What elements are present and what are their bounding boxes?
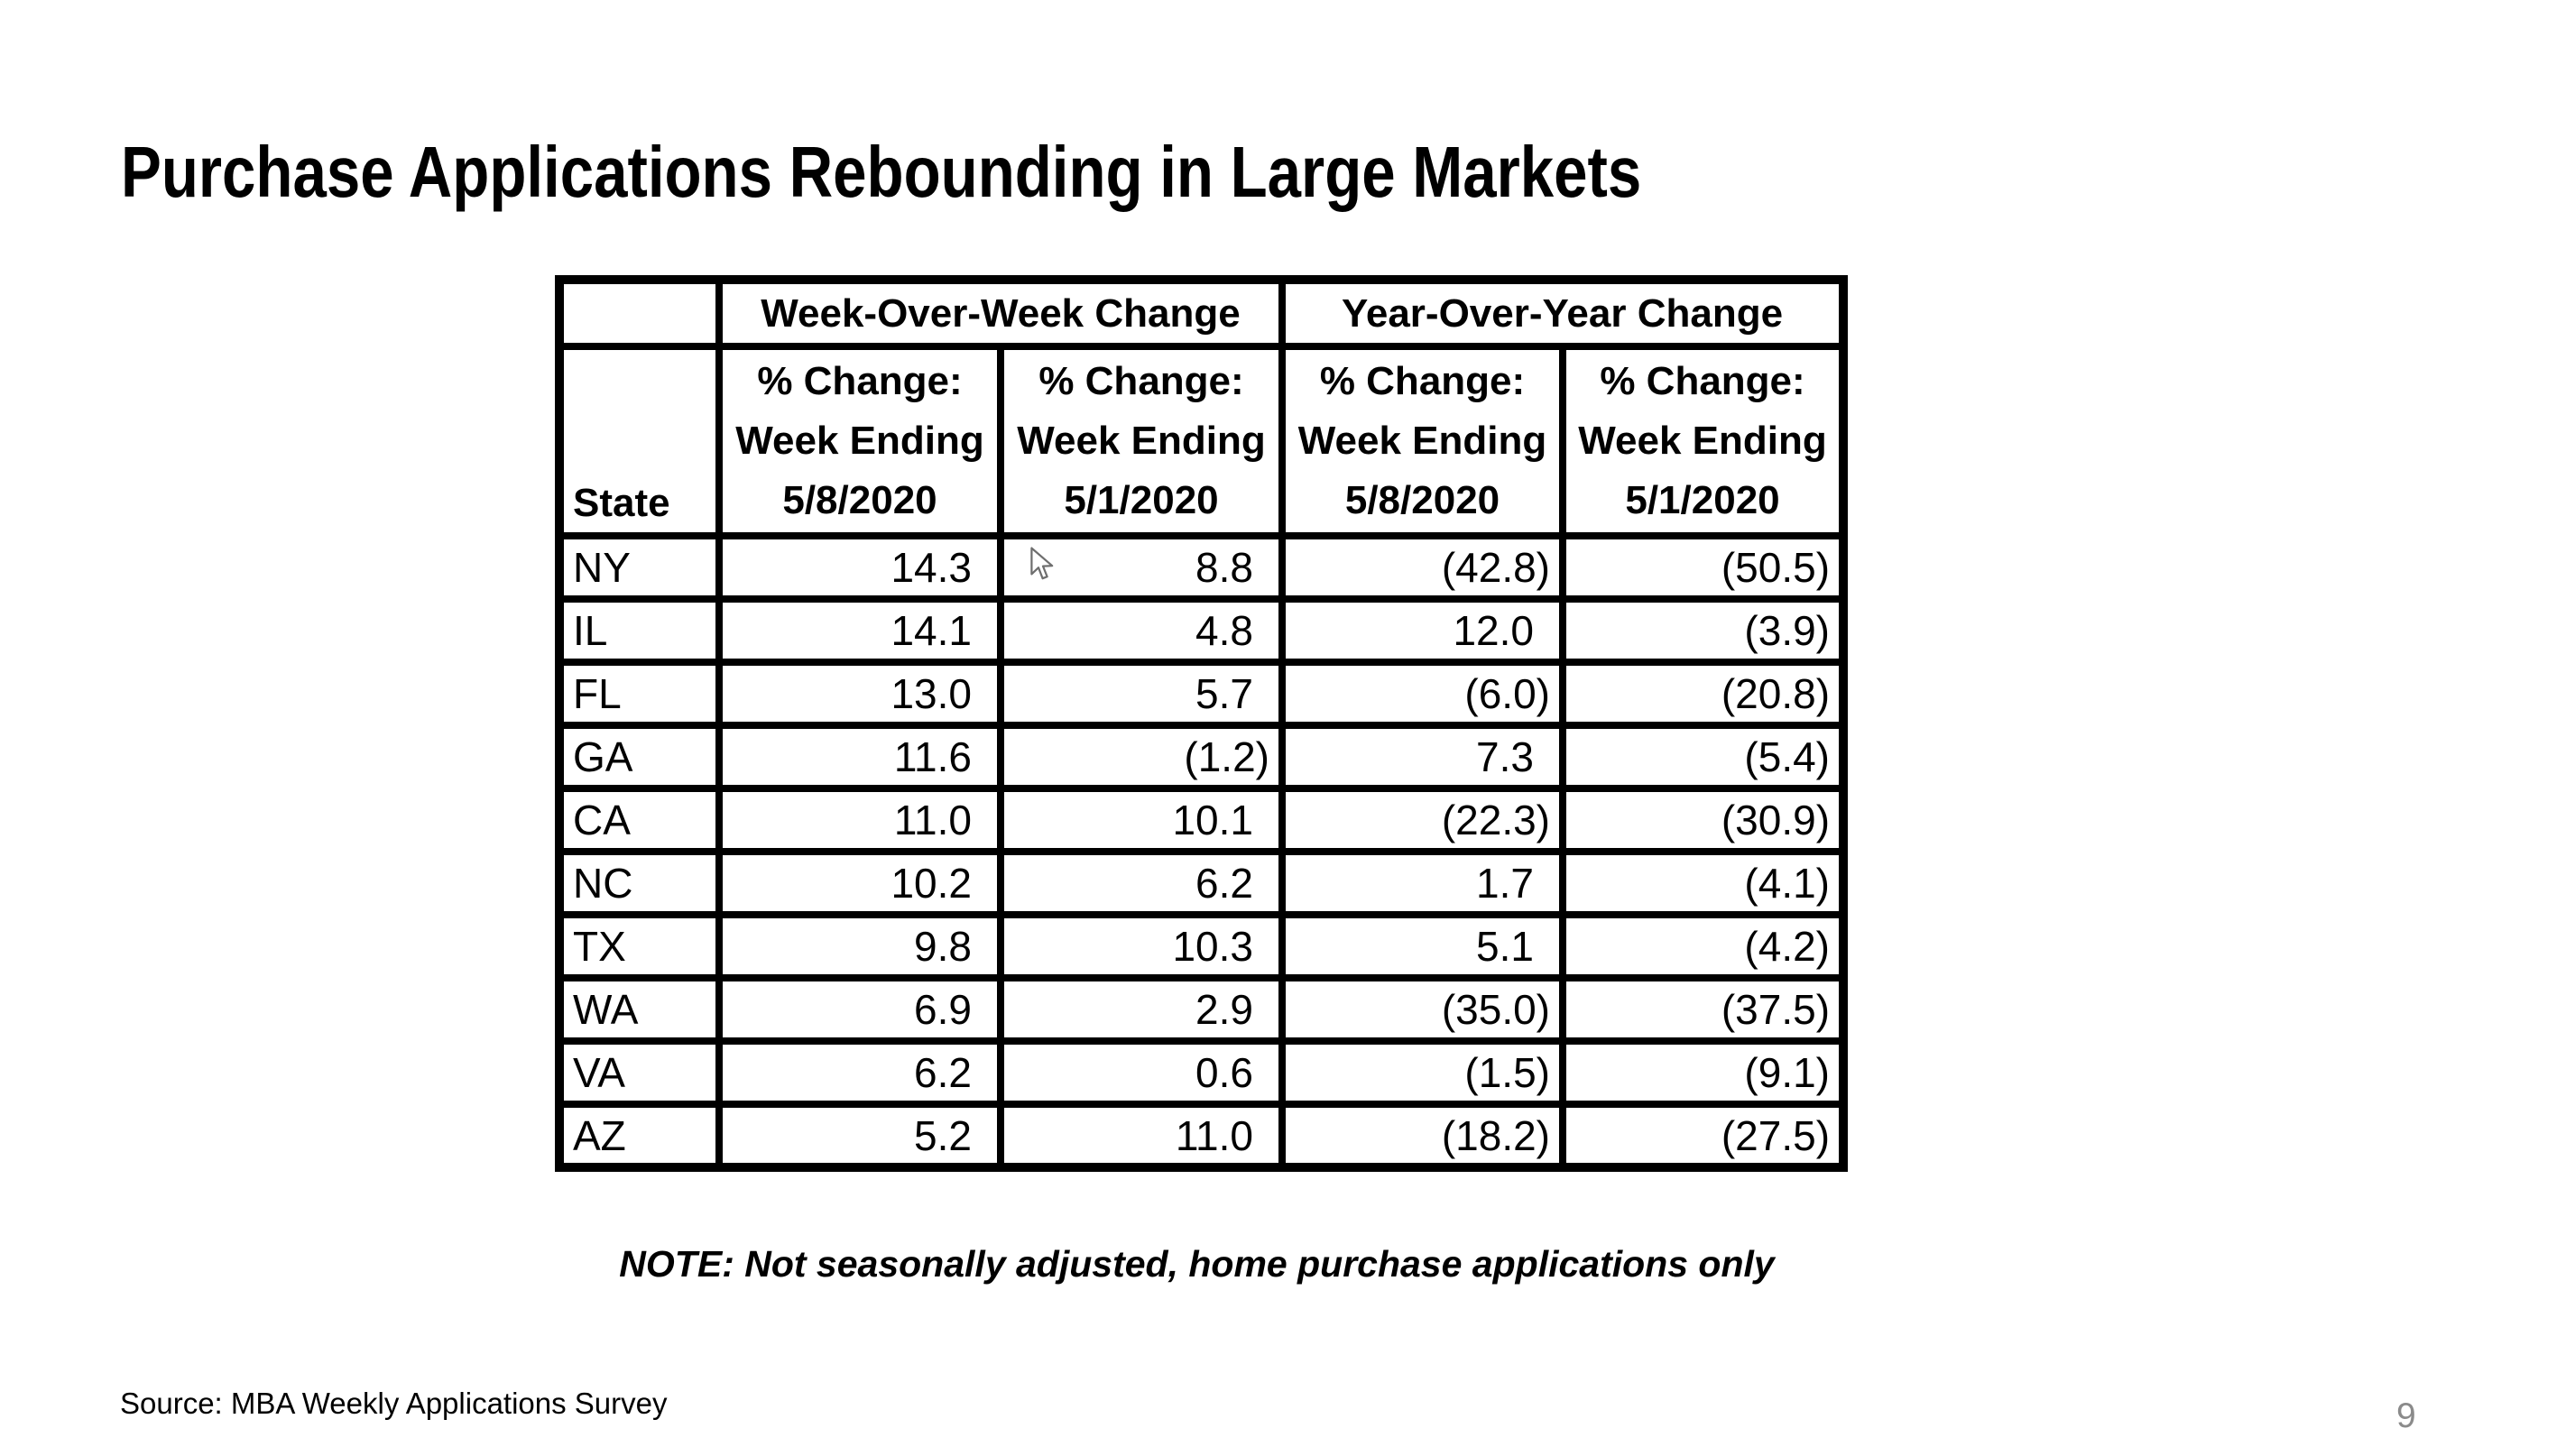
value-cell: (3.9) xyxy=(1558,595,1848,666)
value-cell: 8.8 xyxy=(997,532,1286,603)
value-cell: (20.8) xyxy=(1558,659,1848,729)
state-change-table: Week-Over-Week Change Year-Over-Year Cha… xyxy=(555,275,1849,1172)
column-header-line: 5/8/2020 xyxy=(1344,478,1500,522)
column-header: % Change: Week Ending 5/1/2020 xyxy=(997,343,1286,539)
state-cell: WA xyxy=(556,974,723,1045)
value-cell: 5.2 xyxy=(715,1101,1004,1171)
state-cell: FL xyxy=(556,659,723,729)
table-row: IL 14.1 4.8 12.0 (3.9) xyxy=(556,595,1848,666)
value-cell: 14.1 xyxy=(715,595,1004,666)
value-cell: (35.0) xyxy=(1278,974,1566,1045)
column-header-line: % Change: xyxy=(1038,359,1244,403)
table-row: AZ 5.2 11.0 (18.2) (27.5) xyxy=(556,1101,1848,1171)
state-cell: NC xyxy=(556,848,723,918)
value-cell: 4.8 xyxy=(997,595,1286,666)
table-row: CA 11.0 10.1 (22.3) (30.9) xyxy=(556,785,1848,855)
column-header-line: Week Ending xyxy=(1578,419,1827,463)
table-row: VA 6.2 0.6 (1.5) (9.1) xyxy=(556,1037,1848,1108)
column-header-line: 5/1/2020 xyxy=(1064,478,1219,522)
value-cell: 11.0 xyxy=(715,785,1004,855)
empty-corner-cell xyxy=(556,276,723,350)
column-header: % Change: Week Ending 5/1/2020 xyxy=(1558,343,1848,539)
value-cell: (42.8) xyxy=(1278,532,1566,603)
value-cell: 9.8 xyxy=(715,911,1004,981)
state-cell: TX xyxy=(556,911,723,981)
column-header: % Change: Week Ending 5/8/2020 xyxy=(1278,343,1566,539)
value-cell: 0.6 xyxy=(997,1037,1286,1108)
value-cell: (1.5) xyxy=(1278,1037,1566,1108)
value-cell: 6.9 xyxy=(715,974,1004,1045)
value-cell: 5.7 xyxy=(997,659,1286,729)
state-column-header: State xyxy=(556,343,723,539)
value-cell: (22.3) xyxy=(1278,785,1566,855)
value-cell: (6.0) xyxy=(1278,659,1566,729)
state-cell: VA xyxy=(556,1037,723,1108)
value-cell: (1.2) xyxy=(997,722,1286,792)
table-row: WA 6.9 2.9 (35.0) (37.5) xyxy=(556,974,1848,1045)
column-header-line: Week Ending xyxy=(1017,419,1266,463)
value-cell: (37.5) xyxy=(1558,974,1848,1045)
slide-title: Purchase Applications Rebounding in Larg… xyxy=(121,131,1642,212)
table-row: NY 14.3 8.8 (42.8) (50.5) xyxy=(556,532,1848,603)
value-cell: (4.1) xyxy=(1558,848,1848,918)
column-header-line: Week Ending xyxy=(735,419,984,463)
value-cell: 6.2 xyxy=(715,1037,1004,1108)
column-header-line: 5/1/2020 xyxy=(1625,478,1780,522)
group-header-yoy: Year-Over-Year Change xyxy=(1278,276,1848,350)
note-text: NOTE: Not seasonally adjusted, home purc… xyxy=(619,1243,1775,1285)
value-cell: 10.2 xyxy=(715,848,1004,918)
value-cell: (50.5) xyxy=(1558,532,1848,603)
state-cell: CA xyxy=(556,785,723,855)
page-number: 9 xyxy=(2396,1396,2416,1435)
table-row: GA 11.6 (1.2) 7.3 (5.4) xyxy=(556,722,1848,792)
column-header-line: % Change: xyxy=(1319,359,1526,403)
table-row: TX 9.8 10.3 5.1 (4.2) xyxy=(556,911,1848,981)
column-header: % Change: Week Ending 5/8/2020 xyxy=(715,343,1004,539)
value-cell: 13.0 xyxy=(715,659,1004,729)
state-cell: AZ xyxy=(556,1101,723,1171)
value-cell: 11.0 xyxy=(997,1101,1286,1171)
value-cell: 11.6 xyxy=(715,722,1004,792)
table-row: NC 10.2 6.2 1.7 (4.1) xyxy=(556,848,1848,918)
value-cell: 14.3 xyxy=(715,532,1004,603)
value-cell: (30.9) xyxy=(1558,785,1848,855)
state-cell: IL xyxy=(556,595,723,666)
table-column-header-row: State % Change: Week Ending 5/8/2020 % C… xyxy=(556,343,1848,539)
value-cell: 10.1 xyxy=(997,785,1286,855)
column-header-line: % Change: xyxy=(757,359,963,403)
value-cell: (18.2) xyxy=(1278,1101,1566,1171)
value-cell: 2.9 xyxy=(997,974,1286,1045)
state-cell: GA xyxy=(556,722,723,792)
value-cell: 10.3 xyxy=(997,911,1286,981)
group-header-wow: Week-Over-Week Change xyxy=(715,276,1286,350)
value-cell: 5.1 xyxy=(1278,911,1566,981)
value-cell: 6.2 xyxy=(997,848,1286,918)
value-cell: (4.2) xyxy=(1558,911,1848,981)
column-header-line: Week Ending xyxy=(1297,419,1547,463)
value-cell: 1.7 xyxy=(1278,848,1566,918)
state-cell: NY xyxy=(556,532,723,603)
column-header-line: 5/8/2020 xyxy=(782,478,937,522)
table-row: FL 13.0 5.7 (6.0) (20.8) xyxy=(556,659,1848,729)
column-header-line: % Change: xyxy=(1600,359,1805,403)
value-cell: 7.3 xyxy=(1278,722,1566,792)
source-text: Source: MBA Weekly Applications Survey xyxy=(120,1387,668,1420)
value-cell: (5.4) xyxy=(1558,722,1848,792)
value-cell: 12.0 xyxy=(1278,595,1566,666)
value-cell: (9.1) xyxy=(1558,1037,1848,1108)
value-cell: (27.5) xyxy=(1558,1101,1848,1171)
table-group-header-row: Week-Over-Week Change Year-Over-Year Cha… xyxy=(556,276,1848,350)
